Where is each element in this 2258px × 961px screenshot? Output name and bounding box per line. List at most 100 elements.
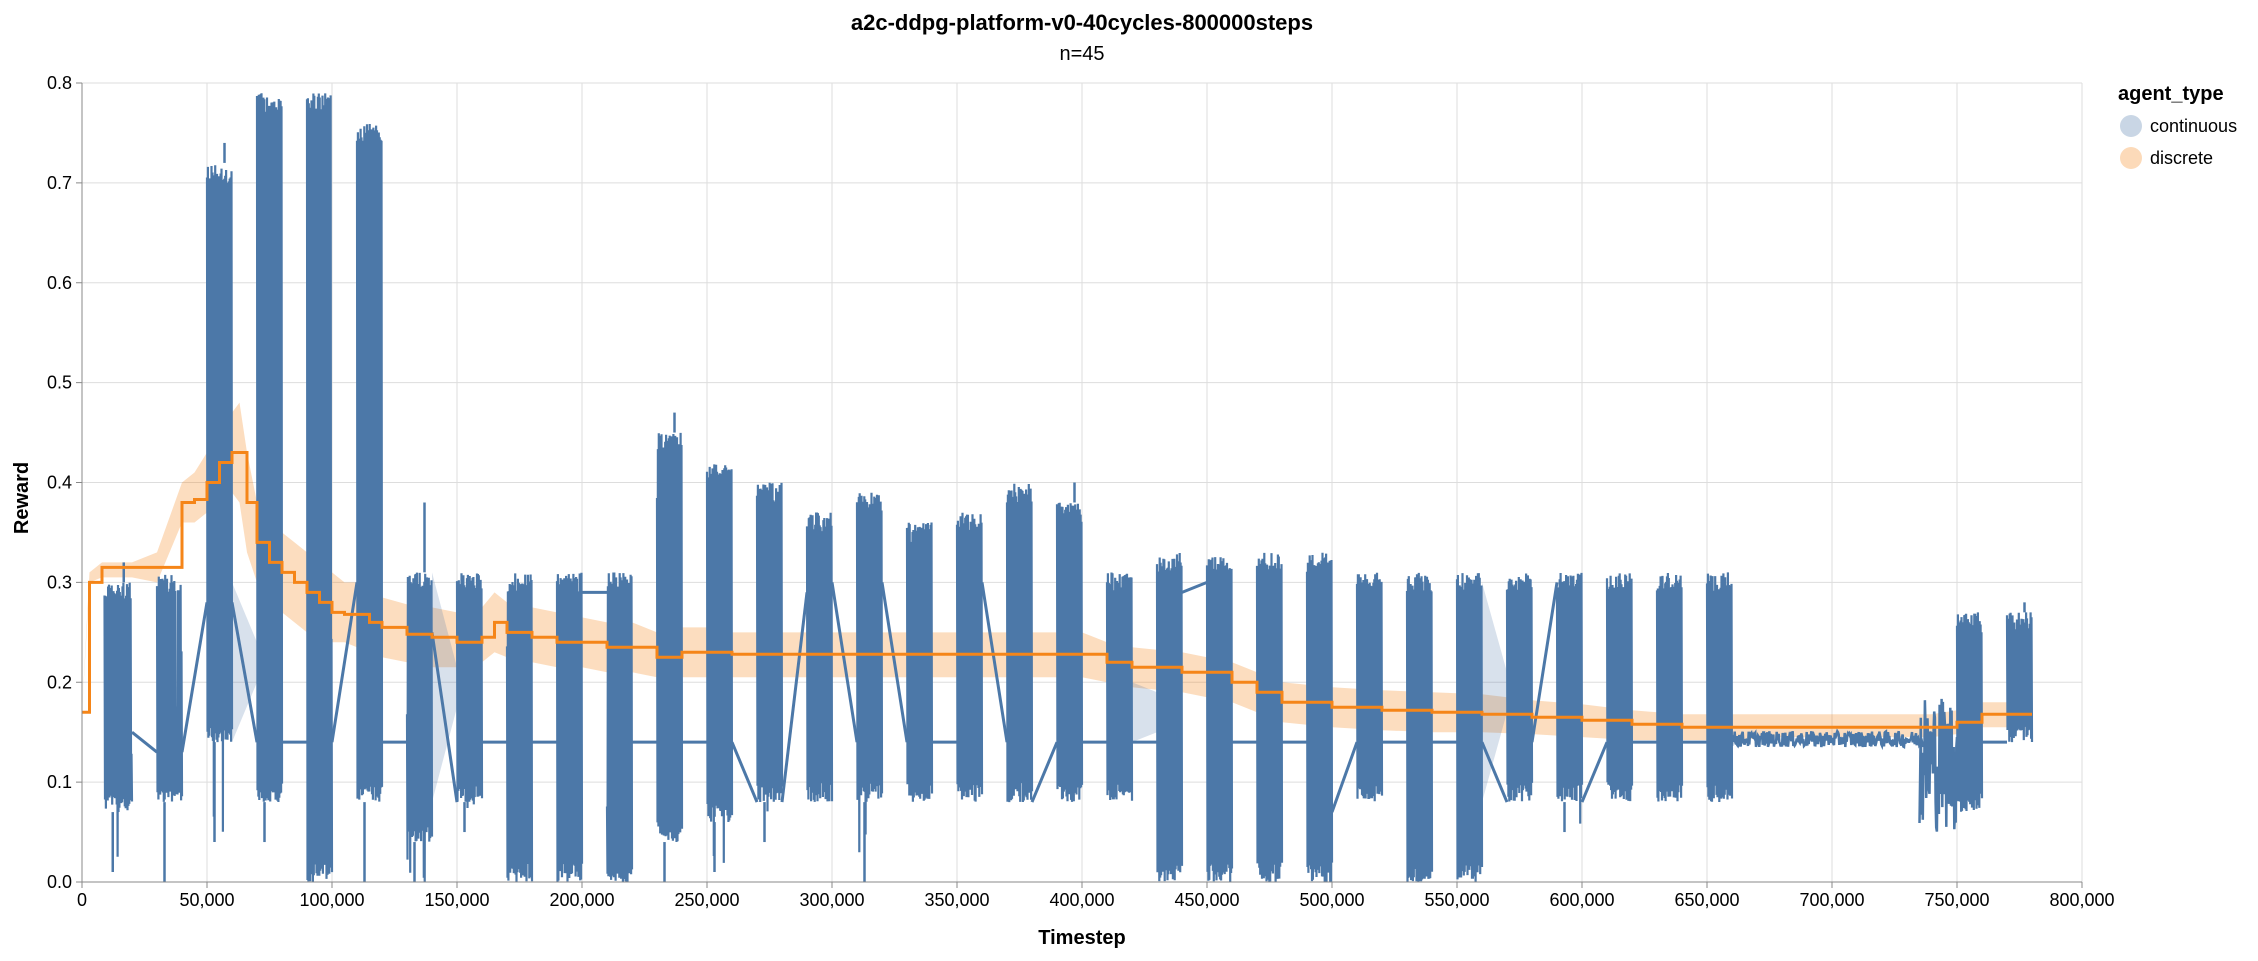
continuous-block xyxy=(1505,573,1534,802)
y-tick-label: 0.8 xyxy=(47,73,72,93)
continuous-noise-segment xyxy=(1730,728,1934,751)
x-tick-label: 550,000 xyxy=(1424,890,1489,910)
legend-item-discrete[interactable]: discrete xyxy=(2120,147,2213,169)
continuous-block xyxy=(1455,573,1484,882)
discrete-mean-line xyxy=(82,451,2032,729)
y-tick-label: 0.2 xyxy=(47,672,72,692)
x-tick-label: 700,000 xyxy=(1799,890,1864,910)
continuous-block xyxy=(455,573,484,809)
continuous-block xyxy=(805,512,834,802)
continuous-connector xyxy=(1181,580,1208,594)
x-tick-label: 250,000 xyxy=(674,890,739,910)
continuous-block xyxy=(1555,572,1584,824)
continuous-block xyxy=(655,432,684,843)
x-tick-label: 450,000 xyxy=(1174,890,1239,910)
y-tick-label: 0.1 xyxy=(47,772,72,792)
continuous-series xyxy=(103,93,2034,883)
continuous-block xyxy=(103,582,134,857)
x-tick-label: 750,000 xyxy=(1924,890,1989,910)
continuous-connector xyxy=(1330,741,1359,813)
x-tick-label: 500,000 xyxy=(1299,890,1364,910)
legend-label-continuous: continuous xyxy=(2150,116,2237,136)
x-tick-label: 800,000 xyxy=(2049,890,2114,910)
x-tick-label: 100,000 xyxy=(299,890,364,910)
continuous-block xyxy=(1205,557,1234,882)
y-tick-label: 0.0 xyxy=(47,872,72,892)
continuous-connector xyxy=(880,582,909,743)
legend-title: agent_type xyxy=(2118,83,2224,105)
continuous-block xyxy=(1155,552,1184,882)
y-tick-label: 0.5 xyxy=(47,373,72,393)
chart-title: a2c-ddpg-platform-v0-40cycles-800000step… xyxy=(851,10,1313,35)
continuous-block xyxy=(605,572,634,882)
continuous-connector xyxy=(430,632,459,803)
x-tick-label: 150,000 xyxy=(424,890,489,910)
legend-label-discrete: discrete xyxy=(2150,148,2213,168)
x-tick-label: 600,000 xyxy=(1549,890,1614,910)
legend-swatch-continuous xyxy=(2120,115,2142,137)
continuous-connector xyxy=(1030,741,1059,803)
discrete-series xyxy=(82,451,2032,729)
x-tick-label: 0 xyxy=(77,890,87,910)
x-tick-label: 300,000 xyxy=(799,890,864,910)
x-axis-title: Timestep xyxy=(1038,927,1125,949)
continuous-confidence-band xyxy=(432,572,457,803)
continuous-block xyxy=(2005,612,2034,743)
continuous-block xyxy=(1955,612,1984,812)
continuous-block xyxy=(705,464,734,863)
y-axis-title: Reward xyxy=(11,462,33,534)
continuous-connector xyxy=(830,582,859,743)
continuous-connector xyxy=(330,582,359,743)
continuous-confidence-band xyxy=(232,582,257,743)
continuous-block xyxy=(1405,572,1434,883)
continuous-connector xyxy=(131,731,158,754)
x-tick-label: 200,000 xyxy=(549,890,614,910)
continuous-block xyxy=(955,512,984,802)
y-tick-label: 0.6 xyxy=(47,273,72,293)
y-tick-label: 0.7 xyxy=(47,173,72,193)
continuous-block xyxy=(1605,573,1634,802)
continuous-connector xyxy=(180,602,209,753)
continuous-block xyxy=(255,93,284,803)
continuous-block xyxy=(1005,483,1034,803)
x-tick-label: 350,000 xyxy=(924,890,989,910)
continuous-confidence-band xyxy=(1132,682,1157,743)
chart-subtitle: n=45 xyxy=(1059,43,1104,65)
axes: 0 50,000 100,000 150,000 200,000 250,000 300,0… xyxy=(47,73,2115,910)
continuous-block xyxy=(1655,572,1684,802)
continuous-block xyxy=(1705,572,1734,803)
continuous-block xyxy=(855,492,884,853)
continuous-connector xyxy=(980,582,1009,743)
continuous-noise-segment xyxy=(1918,698,1959,832)
continuous-block xyxy=(905,522,934,802)
legend-item-continuous[interactable]: continuous xyxy=(2120,115,2237,137)
continuous-connector xyxy=(230,602,259,743)
continuous-block xyxy=(1305,552,1334,882)
continuous-block xyxy=(1105,572,1134,801)
continuous-block xyxy=(405,572,434,882)
continuous-block xyxy=(505,573,534,882)
continuous-connector xyxy=(780,592,809,803)
legend-swatch-discrete xyxy=(2120,147,2142,169)
continuous-connector xyxy=(730,741,759,803)
continuous-block xyxy=(1055,502,1084,802)
continuous-block xyxy=(1355,572,1384,802)
continuous-block xyxy=(1255,552,1284,882)
continuous-block xyxy=(355,123,384,802)
continuous-block xyxy=(755,482,784,812)
continuous-block xyxy=(305,93,334,882)
continuous-connector xyxy=(1580,741,1609,803)
x-tick-label: 650,000 xyxy=(1674,890,1739,910)
x-tick-label: 50,000 xyxy=(179,890,234,910)
continuous-connector xyxy=(1480,741,1509,803)
continuous-connector xyxy=(1530,582,1559,743)
continuous-confidence-band xyxy=(1482,582,1507,803)
y-tick-label: 0.3 xyxy=(47,572,72,592)
continuous-block xyxy=(155,574,184,802)
y-tick-label: 0.4 xyxy=(47,473,72,493)
continuous-block xyxy=(205,165,234,832)
x-tick-label: 400,000 xyxy=(1049,890,1114,910)
legend: agent_type continuous discrete xyxy=(2118,83,2237,169)
